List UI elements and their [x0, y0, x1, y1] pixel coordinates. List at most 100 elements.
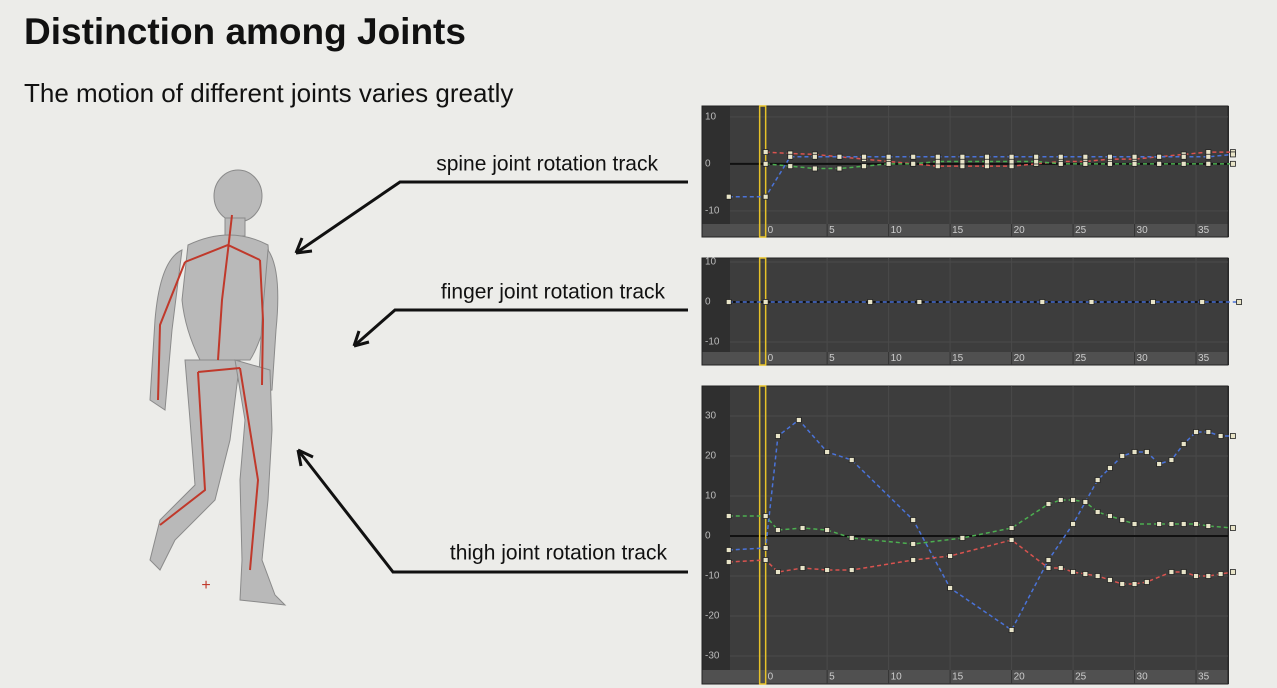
keyframe [1082, 153, 1089, 160]
keyframe [1230, 525, 1236, 531]
playhead [758, 105, 767, 238]
keyframe [934, 163, 941, 170]
y-tick-label: 20 [705, 451, 717, 462]
keyframe [836, 165, 843, 172]
keyframe [1205, 153, 1212, 160]
y-tick-label: -20 [705, 611, 720, 622]
x-tick-label: 15 [952, 225, 964, 236]
keyframe [1119, 453, 1126, 459]
keyframe [1131, 521, 1138, 527]
keyframe [1057, 153, 1064, 160]
keyframe [1205, 149, 1212, 155]
keyframe [959, 158, 966, 165]
curve [728, 418, 1233, 632]
x-tick-label: 5 [829, 672, 835, 683]
keyframe [910, 160, 917, 167]
keyframe [1156, 521, 1163, 527]
keyframe [861, 163, 867, 170]
keyframe [1082, 160, 1089, 167]
keyframe [1193, 521, 1199, 527]
keyframe [1168, 521, 1175, 527]
keyframe [1168, 457, 1175, 463]
keyframe [1057, 497, 1064, 503]
keyframe [1131, 153, 1138, 160]
keyframe [984, 158, 990, 165]
keyframe [910, 517, 917, 523]
keyframe [1107, 160, 1113, 167]
keyframe [1045, 557, 1052, 563]
keyframe [1230, 433, 1236, 439]
keyframe [1070, 497, 1076, 503]
panel-border [701, 105, 1229, 238]
keyframe [1236, 299, 1242, 305]
keyframe [811, 153, 818, 160]
keyframe [762, 160, 769, 167]
x-tick-label: 20 [1014, 353, 1026, 364]
keyframe [1045, 501, 1052, 507]
curve [765, 160, 1233, 170]
keyframe [1193, 429, 1199, 435]
keyframe [1107, 153, 1113, 160]
keyframe [1156, 160, 1163, 167]
playhead [758, 257, 767, 366]
keyframe [775, 527, 781, 533]
keyframe [1082, 571, 1089, 577]
keyframe [1107, 465, 1113, 471]
keyframe [947, 553, 954, 559]
y-tick-label: -10 [705, 337, 720, 348]
keyframe [885, 153, 892, 160]
keyframe [1088, 299, 1095, 305]
keyframe [1039, 299, 1046, 305]
keyframe [799, 565, 806, 571]
keyframe [1094, 509, 1101, 515]
keyframe [1168, 569, 1175, 575]
y-tick-label: 10 [705, 491, 717, 502]
keyframe [1131, 449, 1138, 455]
x-tick-label: 15 [952, 672, 964, 683]
keyframe [1008, 525, 1015, 531]
keyframe [725, 559, 732, 565]
track-label: spine joint rotation track [436, 153, 658, 176]
keyframe [1008, 163, 1015, 170]
keyframe [775, 433, 781, 439]
keyframe [1143, 449, 1150, 455]
keyframe [1033, 158, 1040, 165]
arrows [294, 180, 688, 574]
keyframe [775, 569, 781, 575]
keyframe [762, 193, 769, 200]
keyframe [1107, 577, 1113, 583]
figure [149, 169, 287, 606]
keyframe [1070, 569, 1076, 575]
y-tick-label: -30 [705, 651, 720, 662]
keyframe [934, 158, 941, 165]
x-tick-label: 15 [952, 353, 964, 364]
keyframe [1205, 429, 1212, 435]
x-tick-label: 5 [829, 225, 835, 236]
keyframe [824, 527, 831, 533]
x-tick-label: 35 [1198, 353, 1210, 364]
keyframe [1180, 160, 1187, 167]
keyframe [959, 153, 966, 160]
x-tick-label: 25 [1075, 353, 1087, 364]
x-tick-label: 25 [1075, 672, 1087, 683]
y-tick-label: 0 [705, 158, 711, 169]
keyframe [1131, 160, 1138, 167]
keyframe [1008, 627, 1015, 633]
keyframe [1205, 160, 1212, 167]
keyframe [1143, 579, 1150, 585]
y-tick-label: -10 [705, 571, 720, 582]
keyframe [762, 149, 769, 155]
keyframe [934, 153, 941, 160]
keyframe [1180, 153, 1187, 160]
keyframe [910, 153, 917, 160]
track-label: finger joint rotation track [441, 281, 666, 304]
x-tick-label: 20 [1014, 672, 1026, 683]
keyframe [1193, 573, 1199, 579]
skeleton [157, 214, 265, 571]
pivot-marker: + [201, 577, 210, 594]
x-tick-label: 0 [768, 353, 774, 364]
keyframe [1180, 441, 1187, 447]
y-tick-label: 0 [705, 531, 711, 542]
x-tick-label: 30 [1137, 225, 1149, 236]
